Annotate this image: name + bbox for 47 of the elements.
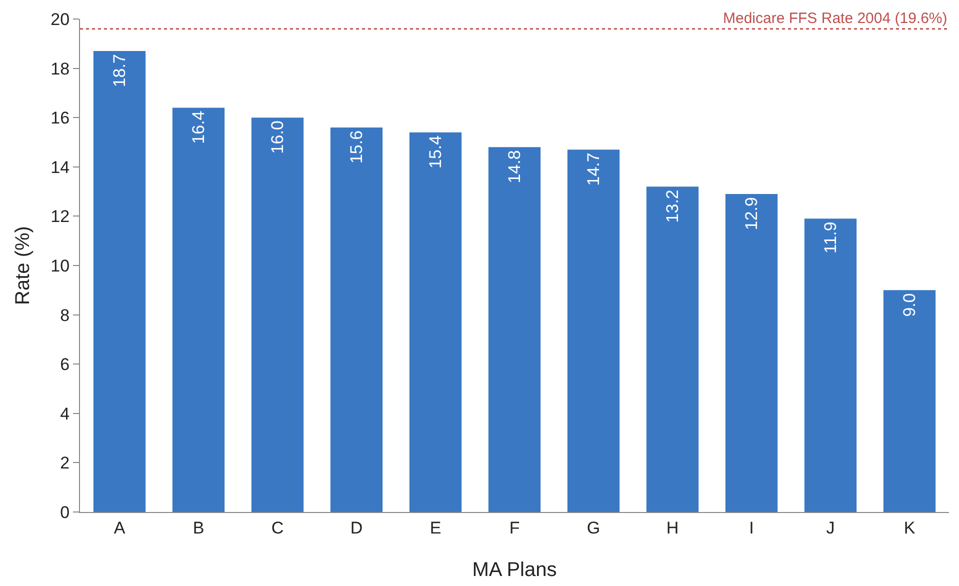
data-label: 16.4: [189, 110, 208, 144]
x-tick-label: C: [271, 518, 284, 538]
data-label: 15.4: [426, 135, 445, 168]
bar: [330, 127, 383, 512]
x-tick-label: J: [826, 518, 835, 538]
y-tick-label: 4: [60, 404, 70, 424]
y-tick-label: 20: [50, 10, 70, 29]
y-tick-label: 2: [60, 454, 70, 473]
data-label: 14.7: [584, 152, 603, 186]
bar: [409, 132, 462, 512]
bar: [883, 290, 936, 512]
bar: [172, 108, 225, 512]
data-label: 18.7: [110, 54, 129, 88]
y-tick-label: 16: [50, 108, 70, 128]
x-tick-label: B: [192, 518, 204, 538]
y-tick-label: 14: [50, 158, 70, 177]
x-tick-label: I: [749, 518, 754, 538]
data-label: 16.0: [268, 120, 287, 154]
ref-line-label: Medicare FFS Rate 2004 (19.6%): [723, 10, 948, 27]
bar: [93, 51, 146, 512]
x-tick-label: G: [586, 518, 600, 538]
data-label: 11.9: [821, 222, 840, 254]
x-tick-label: H: [666, 518, 679, 538]
x-tick-label: D: [350, 518, 363, 538]
data-label: 9.0: [900, 293, 919, 317]
x-tick-label: A: [114, 518, 126, 538]
y-tick-label: 10: [50, 256, 70, 276]
y-tick-label: 6: [60, 355, 70, 374]
y-tick-label: 8: [60, 306, 70, 325]
data-label: 14.8: [505, 150, 524, 184]
y-tick-label: 12: [50, 207, 70, 226]
y-tick-label: 18: [50, 59, 70, 78]
data-label: 13.2: [663, 190, 682, 223]
bar: [488, 147, 541, 512]
y-tick-label: 0: [60, 502, 70, 522]
y-axis-title: Rate (%): [12, 226, 34, 305]
x-tick-label: K: [904, 518, 916, 538]
bar: [567, 150, 620, 512]
x-axis-title: MA Plans: [472, 558, 557, 581]
bar: [251, 118, 304, 512]
data-label: 12.9: [742, 197, 761, 230]
x-tick-label: F: [509, 518, 520, 538]
data-label: 15.6: [347, 130, 366, 164]
bar: [725, 194, 778, 512]
bar: [804, 218, 857, 512]
bar: [646, 186, 699, 512]
x-tick-label: E: [430, 518, 442, 538]
